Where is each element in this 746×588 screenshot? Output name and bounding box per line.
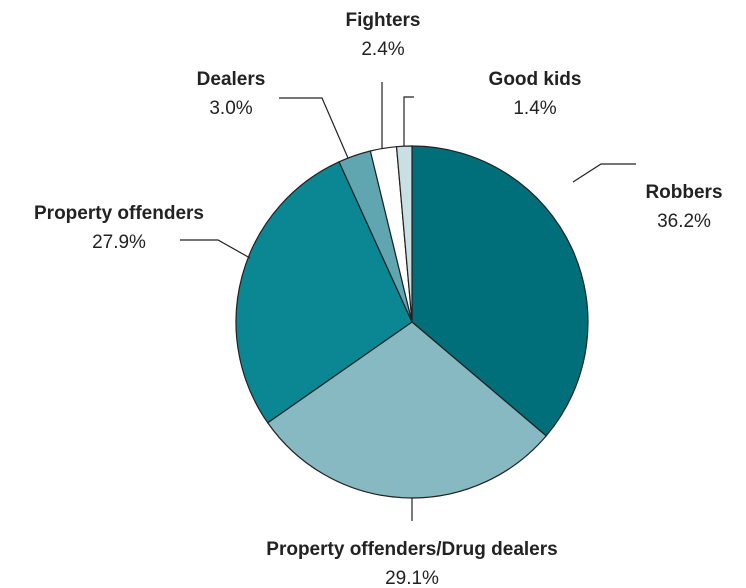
pie-slice-good-kids	[395, 145, 413, 323]
leader-lines	[180, 82, 636, 521]
slice-value-property-offenders: 27.9%	[92, 232, 146, 253]
leader-dealers	[279, 97, 349, 159]
pie-slice-property-offenders	[235, 161, 413, 424]
pie-slices	[235, 145, 589, 499]
slice-value-robbers: 36.2%	[657, 211, 711, 232]
slice-value-dealers: 3.0%	[209, 98, 252, 119]
slice-value-fighters: 2.4%	[361, 39, 404, 60]
slice-label-fighters: Fighters	[346, 10, 421, 31]
pie-slice-property-offenders-drug-dealers	[266, 321, 548, 499]
slice-label-good-kids: Good kids	[489, 69, 582, 90]
slice-value-good-kids: 1.4%	[513, 98, 556, 119]
slice-label-property-offenders: Property offenders	[34, 203, 204, 224]
slice-label-robbers: Robbers	[645, 182, 722, 203]
slice-label-dealers: Dealers	[197, 69, 266, 90]
leader-good-kids	[403, 96, 414, 146]
slice-label-property-offenders-drug-dealers: Property offenders/Drug dealers	[266, 539, 557, 560]
leader-property-offenders	[180, 239, 251, 259]
pie-slice-robbers	[411, 145, 589, 437]
slice-value-property-offenders-drug-dealers: 29.1%	[385, 568, 439, 588]
leader-robbers	[572, 163, 636, 183]
